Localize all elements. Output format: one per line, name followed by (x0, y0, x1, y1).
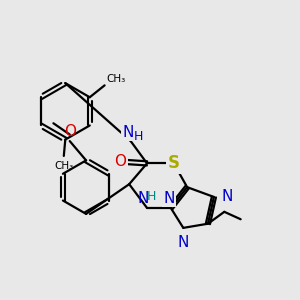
Text: N: N (138, 191, 149, 206)
Text: N: N (178, 235, 189, 250)
Text: S: S (168, 154, 180, 172)
Text: O: O (64, 124, 76, 139)
Text: N: N (221, 190, 233, 205)
Text: H: H (147, 190, 157, 203)
Text: H: H (134, 130, 143, 142)
Text: CH₃: CH₃ (106, 74, 125, 84)
Text: CH₃: CH₃ (54, 161, 74, 171)
Text: N: N (164, 190, 175, 206)
Text: N: N (123, 124, 134, 140)
Text: O: O (114, 154, 126, 169)
